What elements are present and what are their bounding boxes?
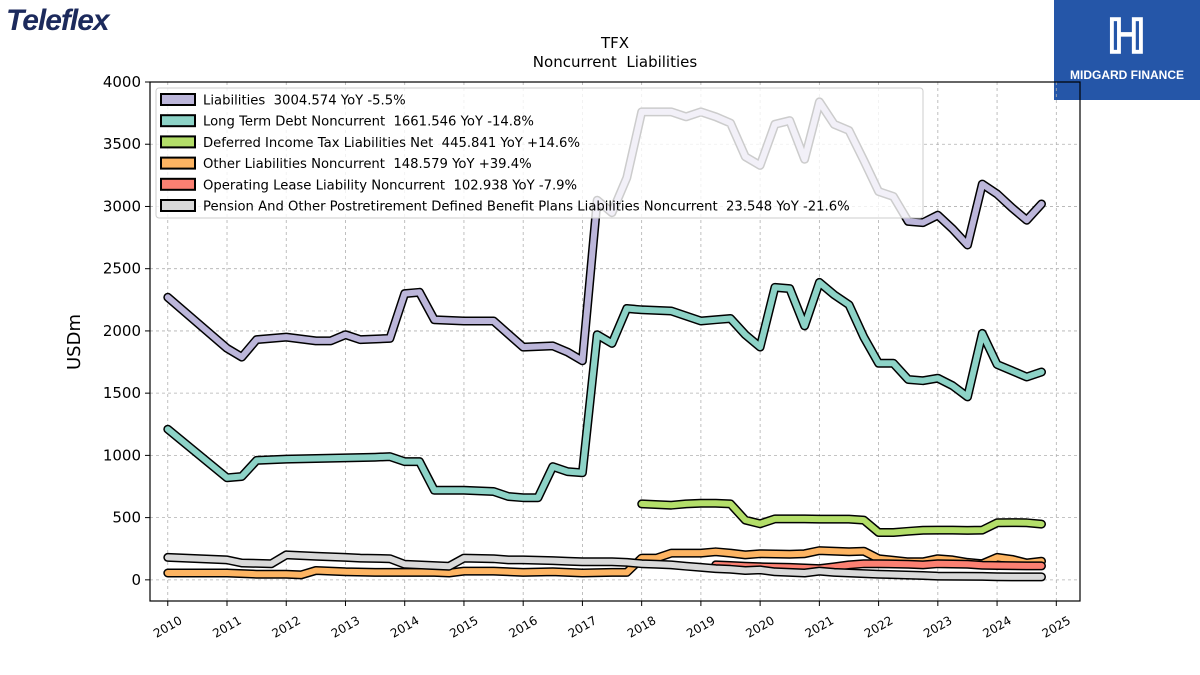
x-tick-label: 2013: [329, 613, 362, 640]
x-tick-label: 2020: [743, 613, 776, 640]
series-layer: [163, 97, 1046, 582]
x-tick-label: 2024: [980, 613, 1013, 640]
teleflex-logo: Teleflex: [6, 4, 110, 37]
x-tick-label: 2010: [151, 613, 184, 640]
midgard-finance-logo: ℍ MIDGARD FINANCE: [1054, 0, 1200, 100]
y-tick-label: 2500: [103, 260, 141, 278]
legend-label: Pension And Other Postretirement Defined…: [203, 200, 850, 215]
series-line-1: [164, 279, 1045, 501]
x-tick-label: 2022: [862, 613, 895, 640]
y-tick-label: 3500: [103, 135, 141, 153]
legend-swatch: [160, 93, 196, 106]
chart-subtitle: Noncurrent Liabilities: [533, 53, 698, 71]
legend-swatch: [160, 177, 196, 191]
legend-label: Deferred Income Tax Liabilities Net 445.…: [203, 136, 580, 151]
y-tick-label: 0: [131, 571, 141, 589]
legend-swatch: [160, 114, 196, 128]
legend-label: Operating Lease Liability Noncurrent 102…: [203, 178, 577, 193]
x-tick-label: 2014: [388, 613, 421, 640]
legend: Liabilities 3004.574 YoY -5.5% Long Term …: [155, 87, 924, 219]
series-line-2: [638, 500, 1045, 536]
legend-swatch: [160, 156, 196, 170]
x-tick-label: 2019: [684, 613, 717, 640]
x-tick-label: 2018: [625, 613, 658, 640]
plot-frame: [149, 81, 1081, 602]
legend-swatch: [160, 199, 196, 212]
legend-label: Liabilities 3004.574 YoY -5.5%: [203, 94, 406, 109]
x-tick-label: 2015: [447, 613, 480, 640]
x-tick-label: 2016: [506, 613, 539, 640]
x-tick-label: 2025: [1040, 613, 1073, 640]
series-outline-1: [163, 277, 1046, 503]
midgard-logo-text: MIDGARD FINANCE: [1070, 68, 1184, 82]
y-tick-label: 1500: [103, 384, 141, 402]
legend-label: Long Term Debt Noncurrent 1661.546 YoY -…: [203, 115, 534, 130]
series-line-5: [164, 551, 1045, 580]
y-axis-label: USDm: [64, 314, 85, 370]
y-tick-label: 500: [112, 509, 141, 527]
chart-title: TFX: [600, 34, 629, 52]
x-tick-label: 2023: [921, 613, 954, 640]
legend-swatch: [160, 135, 196, 149]
x-tick-label: 2012: [270, 613, 303, 640]
legend-box: [155, 87, 924, 219]
y-tick-label: 4000: [103, 73, 141, 91]
legend-label: Other Liabilities Noncurrent 148.579 YoY…: [203, 157, 532, 172]
x-tick-label: 2021: [803, 613, 836, 640]
y-tick-label: 2000: [103, 322, 141, 340]
x-tick-label: 2011: [210, 613, 243, 640]
y-tick-label: 1000: [103, 446, 141, 464]
series-line-3: [164, 547, 1045, 578]
midgard-mark-icon: ℍ: [1106, 11, 1147, 64]
y-tick-label: 3000: [103, 197, 141, 215]
x-tick-label: 2017: [566, 613, 599, 640]
